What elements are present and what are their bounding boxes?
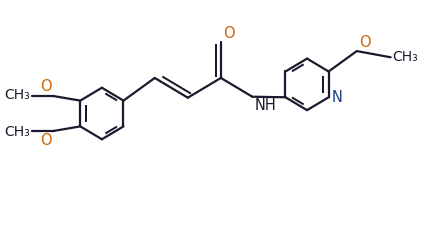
Text: O: O [40, 133, 52, 148]
Text: O: O [40, 79, 52, 94]
Text: N: N [332, 90, 343, 105]
Text: CH₃: CH₃ [4, 125, 30, 139]
Text: CH₃: CH₃ [4, 89, 30, 102]
Text: NH: NH [254, 98, 276, 113]
Text: O: O [223, 26, 235, 41]
Text: CH₃: CH₃ [393, 50, 418, 64]
Text: O: O [359, 35, 371, 50]
